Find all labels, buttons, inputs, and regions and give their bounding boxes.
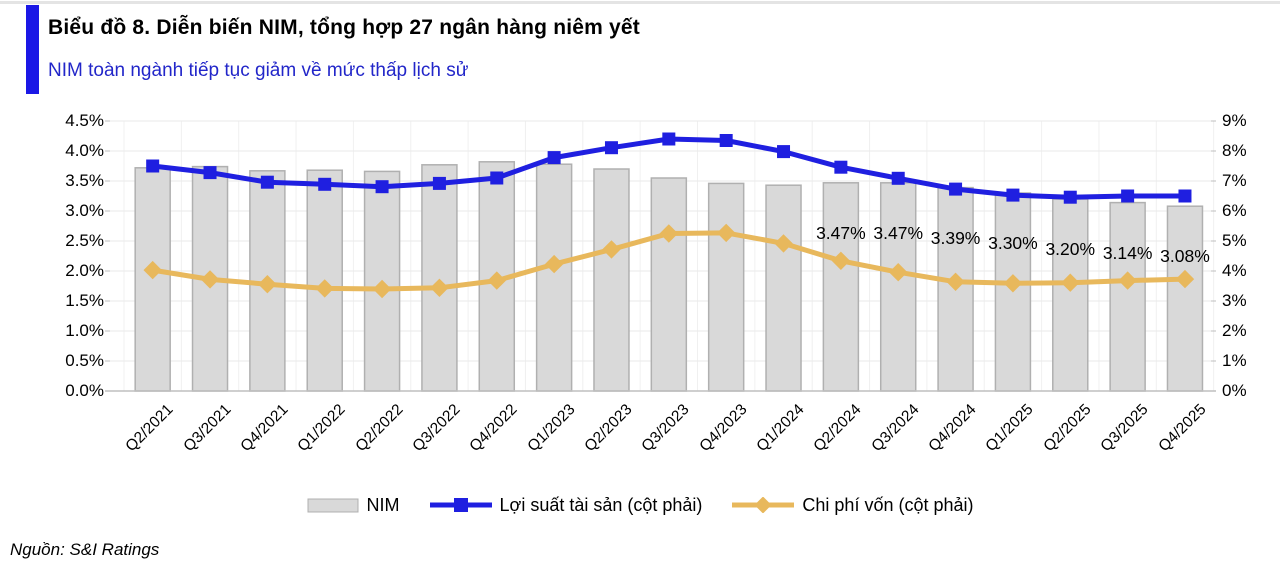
square-marker <box>891 171 905 185</box>
diamond-marker <box>1003 274 1023 293</box>
nim-bar <box>134 167 171 392</box>
nim-value-label: 3.47% <box>873 222 924 243</box>
left-axis-tick-label: 2.5% <box>65 231 104 250</box>
chart-title: Biểu đồ 8. Diễn biến NIM, tổng hợp 27 ng… <box>48 16 641 39</box>
right-axis-tick-label: 8% <box>1222 141 1247 160</box>
nim-bar <box>421 164 458 392</box>
left-axis-tick-label: 1.5% <box>65 291 104 310</box>
gold-line-diamond-marker-icon <box>732 496 795 514</box>
nim-value-label: 3.47% <box>816 222 866 243</box>
right-axis-tick-label: 6% <box>1222 201 1247 220</box>
left-axis-tick-label: 3.0% <box>65 201 104 220</box>
right-axis-tick-label: 7% <box>1222 171 1247 190</box>
square-marker <box>1063 190 1077 204</box>
chart-subtitle: NIM toàn ngành tiếp tục giảm về mức thấp… <box>48 60 469 81</box>
right-axis-tick-label: 9% <box>1222 111 1247 130</box>
blue-line-square-marker-icon <box>429 497 492 513</box>
diamond-marker <box>372 279 392 299</box>
right-axis-tick-label: 1% <box>1222 351 1247 370</box>
diamond-marker <box>544 254 564 274</box>
diamond-marker <box>143 260 162 280</box>
legend-item-asset-yield: Lợi suất tài sản (cột phải) <box>429 494 703 516</box>
nim-bar <box>1166 205 1204 392</box>
square-marker <box>662 132 676 146</box>
diamond-marker <box>1118 271 1137 290</box>
nim-value-label: 3.39% <box>930 227 981 248</box>
left-axis-tick-label: 0.5% <box>65 351 104 370</box>
diamond-marker <box>1061 273 1080 292</box>
left-axis-tick-label: 3.5% <box>65 171 104 190</box>
diamond-marker <box>946 272 965 291</box>
nim-bar <box>650 177 688 392</box>
square-marker <box>719 134 733 147</box>
square-marker <box>375 180 389 194</box>
left-axis-tick-label: 0.0% <box>65 381 104 400</box>
square-marker <box>260 175 274 189</box>
diamond-marker <box>774 234 793 253</box>
diamond-marker <box>487 271 506 290</box>
diamond-marker <box>315 279 334 298</box>
diamond-marker <box>258 275 277 294</box>
square-marker <box>604 141 618 155</box>
title-accent-bar <box>26 5 39 94</box>
legend-item-nim: NIM <box>307 495 400 516</box>
nim-value-label: 3.14% <box>1102 242 1153 263</box>
legend-label-nim: NIM <box>366 494 400 515</box>
nim-bar <box>593 168 630 392</box>
nim-value-label: 3.20% <box>1045 239 1096 259</box>
diamond-marker <box>716 223 736 243</box>
square-marker <box>432 176 446 190</box>
right-axis-tick-label: 2% <box>1222 321 1247 340</box>
diamond-marker <box>602 240 621 259</box>
square-marker <box>490 171 504 185</box>
square-marker <box>1006 188 1020 202</box>
nim-bar <box>765 184 802 392</box>
square-marker <box>1178 189 1192 203</box>
right-axis-tick-label: 4% <box>1222 261 1247 280</box>
left-axis-tick-label: 4.5% <box>65 111 104 130</box>
nim-bar <box>1109 201 1146 392</box>
diamond-marker <box>831 251 851 270</box>
nim-bar <box>535 163 573 392</box>
legend-item-cost-of-funds: Chi phí vốn (cột phải) <box>732 494 974 516</box>
nim-bar <box>707 182 745 392</box>
right-axis-tick-label: 3% <box>1222 291 1247 310</box>
nim-bar <box>822 182 860 392</box>
left-axis-tick-label: 2.0% <box>65 261 104 280</box>
left-axis-tick-label: 1.0% <box>65 321 104 340</box>
square-marker <box>547 151 561 165</box>
right-axis-tick-label: 5% <box>1222 231 1247 250</box>
square-marker <box>834 160 848 174</box>
square-marker <box>1121 189 1135 203</box>
nim-bar <box>879 182 917 392</box>
square-marker <box>146 159 160 173</box>
legend: NIM Lợi suất tài sản (cột phải) Chi phí … <box>0 490 1280 520</box>
nim-value-label: 3.30% <box>988 233 1038 253</box>
diamond-marker <box>200 270 220 289</box>
left-axis-tick-label: 4.0% <box>65 141 104 160</box>
source-note: Nguồn: S&I Ratings <box>10 540 160 559</box>
square-marker <box>777 145 791 159</box>
diamond-marker <box>889 263 908 282</box>
nim-bar-swatch-icon <box>307 497 359 513</box>
top-border-strip <box>0 1 1280 4</box>
nim-value-label: 3.08% <box>1160 246 1210 267</box>
square-marker <box>203 166 217 180</box>
legend-label-cost-of-funds: Chi phí vốn (cột phải) <box>802 494 974 515</box>
legend-label-asset-yield: Lợi suất tài sản (cột phải) <box>499 494 703 515</box>
diamond-marker <box>659 224 679 243</box>
square-marker <box>949 182 963 196</box>
nim-bar <box>1052 198 1089 392</box>
diamond-marker <box>430 278 449 297</box>
square-marker <box>318 177 332 191</box>
diamond-marker <box>1175 269 1195 289</box>
right-axis-tick-label: 0% <box>1222 381 1247 400</box>
